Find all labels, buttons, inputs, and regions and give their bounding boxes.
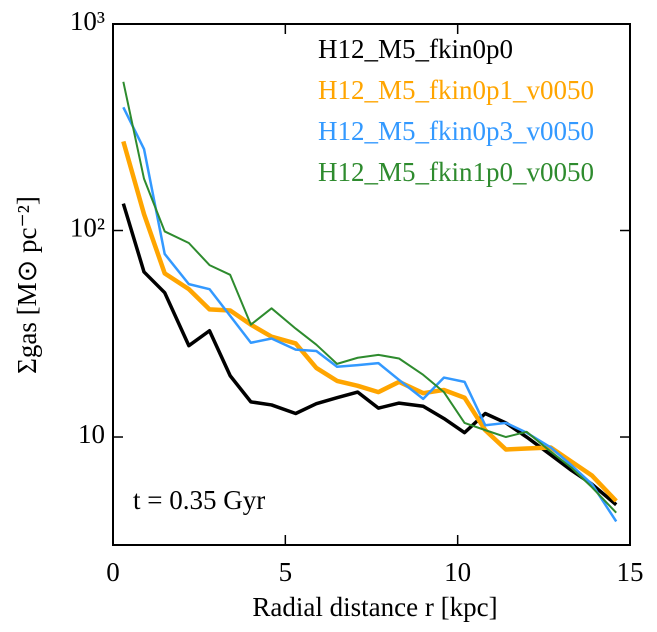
y-tick-label: 10²	[70, 213, 105, 243]
y-axis-title: Σgas [M⊙ pc⁻²]	[12, 196, 42, 374]
series-line	[121, 203, 618, 507]
x-tick-label: 15	[617, 557, 644, 587]
y-tick-label: 10	[78, 419, 105, 449]
plot-frame	[112, 23, 631, 546]
legend-label: H12_M5_fkin1p0_v0050	[318, 157, 594, 187]
x-tick-label: 5	[279, 557, 293, 587]
x-axis-title: Radial distance r [kpc]	[252, 592, 497, 622]
legend-label: H12_M5_fkin0p3_v0050	[318, 116, 594, 146]
x-tick-label: 0	[106, 557, 120, 587]
annotation: t = 0.35 Gyr	[133, 485, 265, 515]
legend-label: H12_M5_fkin0p1_v0050	[318, 75, 594, 105]
legend-label: H12_M5_fkin0p0	[318, 34, 513, 64]
y-tick-label: 10³	[70, 6, 105, 36]
x-tick-label: 10	[444, 557, 471, 587]
series-line	[121, 140, 618, 503]
series-line	[122, 81, 617, 514]
